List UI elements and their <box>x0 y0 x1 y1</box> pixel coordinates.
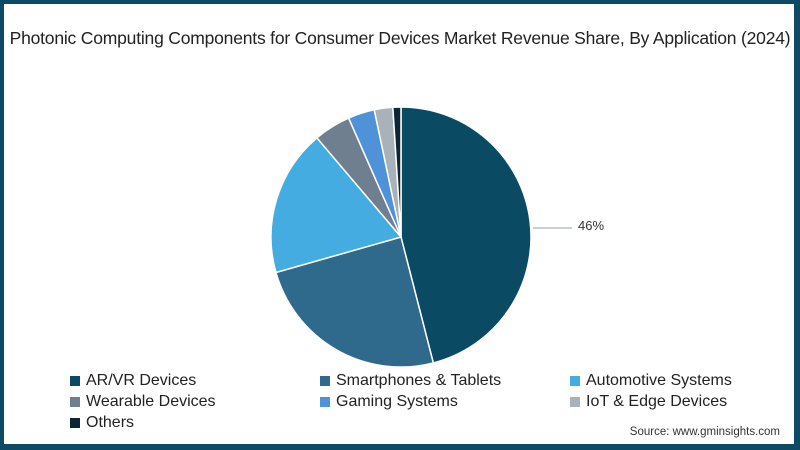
legend-swatch <box>70 376 80 386</box>
legend-label: IoT & Edge Devices <box>586 393 728 410</box>
pie-slice-others <box>392 106 402 238</box>
chart-title: Photonic Computing Components for Consum… <box>9 28 791 48</box>
legend-item: Wearable Devices <box>70 393 216 411</box>
legend-item: IoT & Edge Devices <box>570 393 727 411</box>
legend-item: Automotive Systems <box>570 372 732 390</box>
legend-item: Others <box>70 414 134 432</box>
legend-swatch <box>70 418 80 428</box>
legend-swatch <box>320 376 330 386</box>
legend-label: Wearable Devices <box>86 393 216 410</box>
pie-slice-automotive-systems <box>270 136 403 274</box>
legend-label: Automotive Systems <box>586 372 732 389</box>
source-text: Source: www.gminsights.com <box>629 426 780 438</box>
legend-item: Smartphones & Tablets <box>320 372 501 390</box>
ar-vr-data-label: 46% <box>578 218 605 233</box>
legend-swatch <box>70 397 80 407</box>
legend-label: Others <box>86 414 135 431</box>
pie-slice-ar-vr-devices <box>400 106 532 364</box>
pie-slice-smartphones-tablets <box>275 236 435 368</box>
legend-label: AR/VR Devices <box>86 372 197 389</box>
legend-label: Smartphones & Tablets <box>336 372 502 389</box>
legend-item: Gaming Systems <box>320 393 458 411</box>
legend-swatch <box>570 376 580 386</box>
legend-swatch <box>320 397 330 407</box>
legend-swatch <box>570 397 580 407</box>
legend-label: Gaming Systems <box>336 393 458 410</box>
legend-item: AR/VR Devices <box>70 372 196 390</box>
